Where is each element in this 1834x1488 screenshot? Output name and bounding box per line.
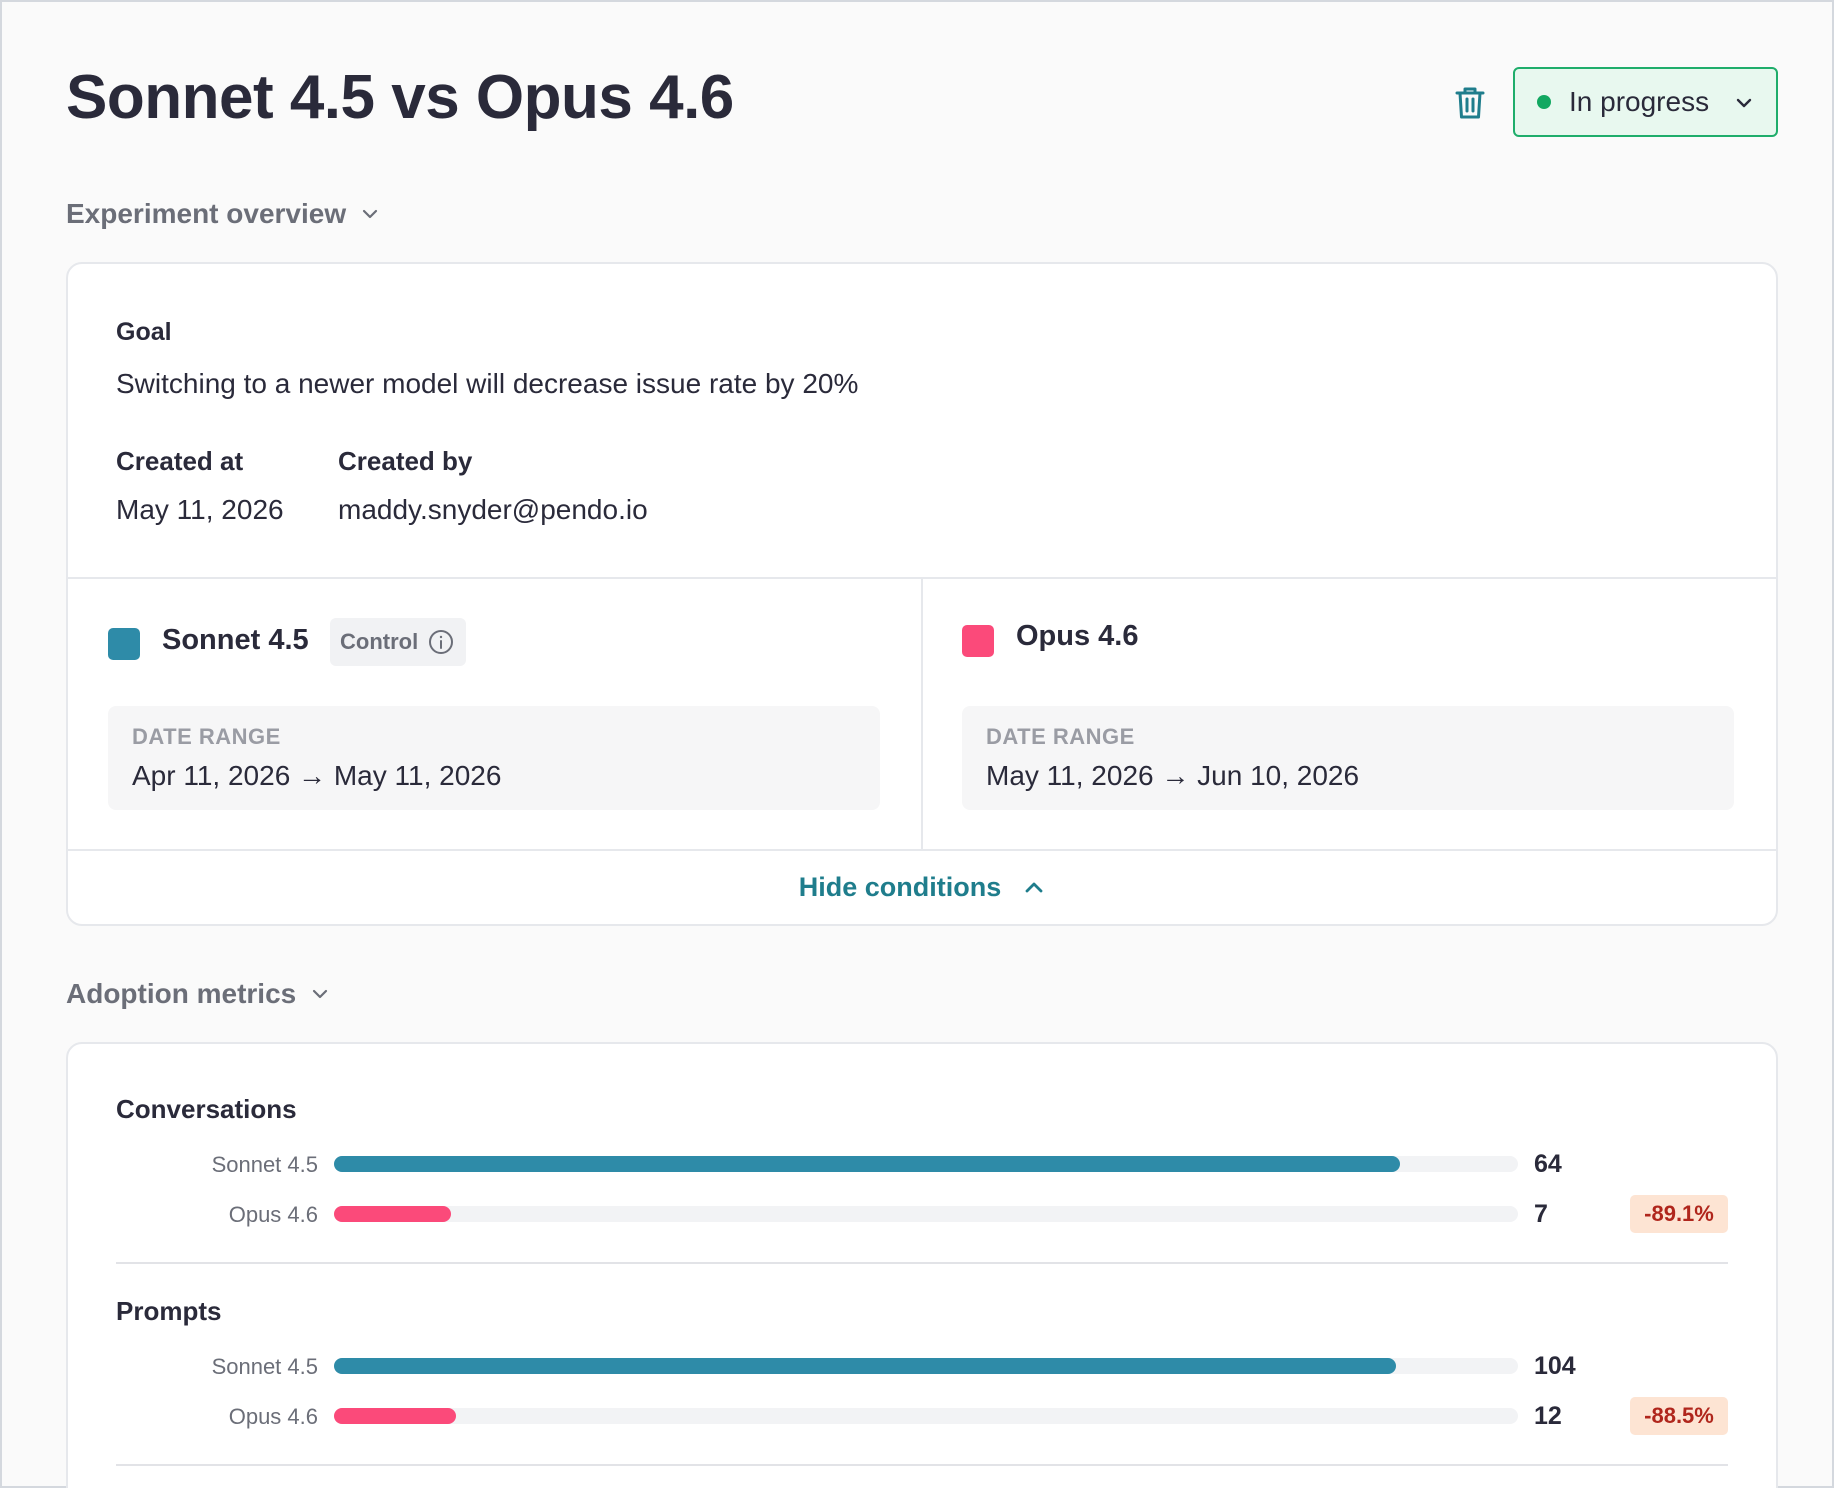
row-label: Sonnet 4.5	[211, 1152, 318, 1177]
bar-fill-variant	[334, 1408, 456, 1424]
condition-name-control: Sonnet 4.5	[162, 624, 309, 656]
status-indicator-dot	[1537, 95, 1551, 109]
divider	[921, 577, 923, 850]
delta-badge: -88.5%	[1630, 1397, 1728, 1435]
chevron-up-icon	[1025, 882, 1043, 893]
bar-track	[334, 1206, 1518, 1222]
chevron-down-icon	[1736, 98, 1752, 108]
created-at-label: Created at	[116, 446, 244, 476]
row-value: 104	[1534, 1352, 1576, 1380]
row-value: 64	[1534, 1150, 1562, 1178]
divider	[116, 1262, 1728, 1264]
hide-conditions-label: Hide conditions	[798, 871, 1002, 902]
divider	[116, 1464, 1728, 1466]
created-by-value: maddy.snyder@pendo.io	[338, 494, 648, 525]
section-label: Adoption metrics	[66, 978, 297, 1009]
row-value: 7	[1534, 1200, 1548, 1228]
trash-icon	[1455, 87, 1485, 119]
info-icon	[429, 630, 454, 654]
delete-button[interactable]	[1453, 83, 1487, 123]
bar-fill-variant	[334, 1206, 452, 1222]
adoption-metrics-toggle[interactable]: Adoption metrics	[66, 978, 330, 1010]
hide-conditions-button[interactable]: Hide conditions	[68, 849, 1776, 925]
date-range-box-variant: DATE RANGE May 11, 2026 → Jun 10, 2026	[962, 706, 1734, 810]
experiment-overview-card: Goal Switching to a newer model will dec…	[66, 262, 1778, 926]
experiment-overview-toggle[interactable]: Experiment overview	[66, 198, 380, 230]
date-range-label: DATE RANGE	[986, 724, 1135, 749]
row-label: Opus 4.6	[228, 1202, 318, 1227]
bar-fill-control	[334, 1358, 1397, 1374]
page-title: Sonnet 4.5 vs Opus 4.6	[66, 63, 734, 132]
section-label: Experiment overview	[66, 198, 347, 229]
created-by-label: Created by	[338, 446, 473, 476]
created-at-value: May 11, 2026	[116, 494, 284, 525]
bar-track	[334, 1408, 1518, 1424]
chevron-down-icon	[313, 989, 328, 999]
bar-track	[334, 1358, 1518, 1374]
date-range-label: DATE RANGE	[132, 724, 281, 749]
date-range-box-control: DATE RANGE Apr 11, 2026 → May 11, 2026	[108, 706, 880, 810]
date-range-value: May 11, 2026 → Jun 10, 2026	[986, 760, 1360, 791]
metric-title: Conversations	[116, 1094, 297, 1124]
row-label: Sonnet 4.5	[211, 1354, 318, 1379]
bar-track	[334, 1156, 1518, 1172]
status-dropdown[interactable]: In progress	[1513, 67, 1778, 137]
metric-title: Prompts	[116, 1296, 222, 1326]
status-label: In progress	[1569, 86, 1710, 117]
control-badge[interactable]: Control	[330, 618, 466, 666]
control-color-swatch	[108, 628, 140, 660]
date-range-value: Apr 11, 2026 → May 11, 2026	[132, 760, 502, 791]
goal-text: Switching to a newer model will decrease…	[116, 368, 859, 399]
delta-badge: -89.1%	[1630, 1195, 1728, 1233]
adoption-metrics-card: Conversations Sonnet 4.5 64 Opus 4.6 7 -…	[66, 1042, 1778, 1488]
goal-label: Goal	[116, 318, 172, 346]
bar-fill-control	[334, 1156, 1400, 1172]
control-badge-label: Control	[340, 629, 419, 654]
chevron-down-icon	[363, 209, 378, 219]
row-label: Opus 4.6	[228, 1404, 318, 1429]
condition-name-variant: Opus 4.6	[1016, 620, 1139, 652]
row-value: 12	[1534, 1402, 1562, 1430]
variant-color-swatch	[962, 625, 994, 657]
divider	[68, 849, 1776, 851]
